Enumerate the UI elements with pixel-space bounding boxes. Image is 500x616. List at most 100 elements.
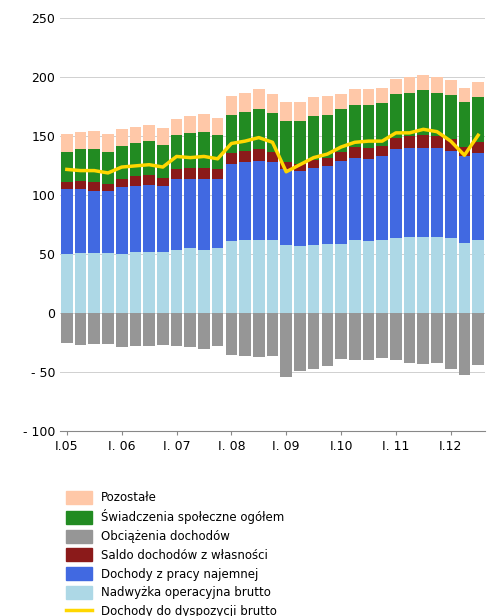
Bar xyxy=(170,136,182,169)
Bar xyxy=(226,241,237,314)
Bar xyxy=(240,150,251,163)
Bar xyxy=(170,179,182,249)
Bar xyxy=(390,94,402,137)
Bar xyxy=(144,252,155,314)
Bar xyxy=(362,148,374,159)
Bar xyxy=(116,314,128,347)
Bar xyxy=(266,314,278,355)
Bar xyxy=(61,182,72,190)
Bar xyxy=(308,160,320,168)
Bar xyxy=(266,113,278,152)
Bar xyxy=(226,163,237,241)
Bar xyxy=(335,152,347,161)
Bar xyxy=(61,314,72,342)
Bar xyxy=(157,145,168,177)
Bar xyxy=(280,102,292,121)
Bar xyxy=(184,314,196,347)
Bar xyxy=(335,94,347,109)
Bar xyxy=(445,80,456,95)
Bar xyxy=(335,109,347,152)
Bar xyxy=(418,136,429,148)
Bar xyxy=(431,78,443,93)
Bar xyxy=(266,163,278,240)
Bar xyxy=(198,114,210,132)
Bar xyxy=(335,161,347,244)
Bar xyxy=(226,115,237,153)
Bar xyxy=(458,88,470,102)
Bar xyxy=(240,240,251,314)
Bar xyxy=(198,168,210,179)
Bar xyxy=(157,128,168,145)
Bar xyxy=(198,249,210,314)
Bar xyxy=(294,314,306,371)
Bar xyxy=(335,244,347,314)
Bar xyxy=(431,148,443,237)
Bar xyxy=(390,79,402,94)
Bar xyxy=(102,314,114,344)
Bar xyxy=(184,179,196,248)
Bar xyxy=(390,314,402,360)
Bar xyxy=(212,314,224,346)
Bar xyxy=(362,314,374,360)
Bar xyxy=(458,102,470,147)
Bar xyxy=(74,253,86,314)
Bar xyxy=(102,184,114,190)
Bar xyxy=(212,179,224,248)
Bar xyxy=(266,94,278,113)
Bar xyxy=(418,237,429,314)
Bar xyxy=(458,156,470,243)
Bar xyxy=(418,91,429,136)
Bar xyxy=(144,176,155,185)
Bar xyxy=(184,116,196,133)
Bar xyxy=(102,253,114,314)
Bar xyxy=(144,124,155,141)
Bar xyxy=(170,169,182,179)
Bar xyxy=(418,75,429,91)
Bar xyxy=(404,136,415,148)
Bar xyxy=(294,121,306,163)
Bar xyxy=(116,179,128,187)
Bar xyxy=(280,245,292,314)
Bar xyxy=(253,149,264,161)
Bar xyxy=(88,182,100,190)
Bar xyxy=(308,245,320,314)
Bar xyxy=(431,314,443,363)
Bar xyxy=(362,159,374,241)
Bar xyxy=(472,142,484,153)
Bar xyxy=(458,314,470,375)
Bar xyxy=(349,105,360,147)
Bar xyxy=(240,111,251,150)
Bar xyxy=(212,169,224,179)
Bar xyxy=(198,179,210,249)
Bar xyxy=(102,134,114,152)
Bar xyxy=(88,314,100,344)
Bar xyxy=(362,105,374,148)
Bar xyxy=(253,89,264,109)
Bar xyxy=(390,137,402,149)
Legend: Pozostałe, Świadczenia społeczne ogółem, Obciążenia dochodów, Saldo dochodów z w: Pozostałe, Świadczenia społeczne ogółem,… xyxy=(66,491,284,616)
Bar xyxy=(157,314,168,345)
Bar xyxy=(362,241,374,314)
Bar xyxy=(445,139,456,150)
Bar xyxy=(308,116,320,160)
Bar xyxy=(226,153,237,163)
Bar xyxy=(335,314,347,359)
Bar xyxy=(472,153,484,240)
Bar xyxy=(431,93,443,136)
Bar xyxy=(226,96,237,115)
Bar xyxy=(322,96,333,115)
Bar xyxy=(376,146,388,156)
Bar xyxy=(445,95,456,139)
Bar xyxy=(294,171,306,246)
Bar xyxy=(445,238,456,314)
Bar xyxy=(322,158,333,166)
Bar xyxy=(445,150,456,238)
Bar xyxy=(253,161,264,240)
Bar xyxy=(308,168,320,245)
Bar xyxy=(116,187,128,254)
Bar xyxy=(144,185,155,252)
Bar xyxy=(349,158,360,240)
Bar xyxy=(390,149,402,238)
Bar xyxy=(61,254,72,314)
Bar xyxy=(61,152,72,182)
